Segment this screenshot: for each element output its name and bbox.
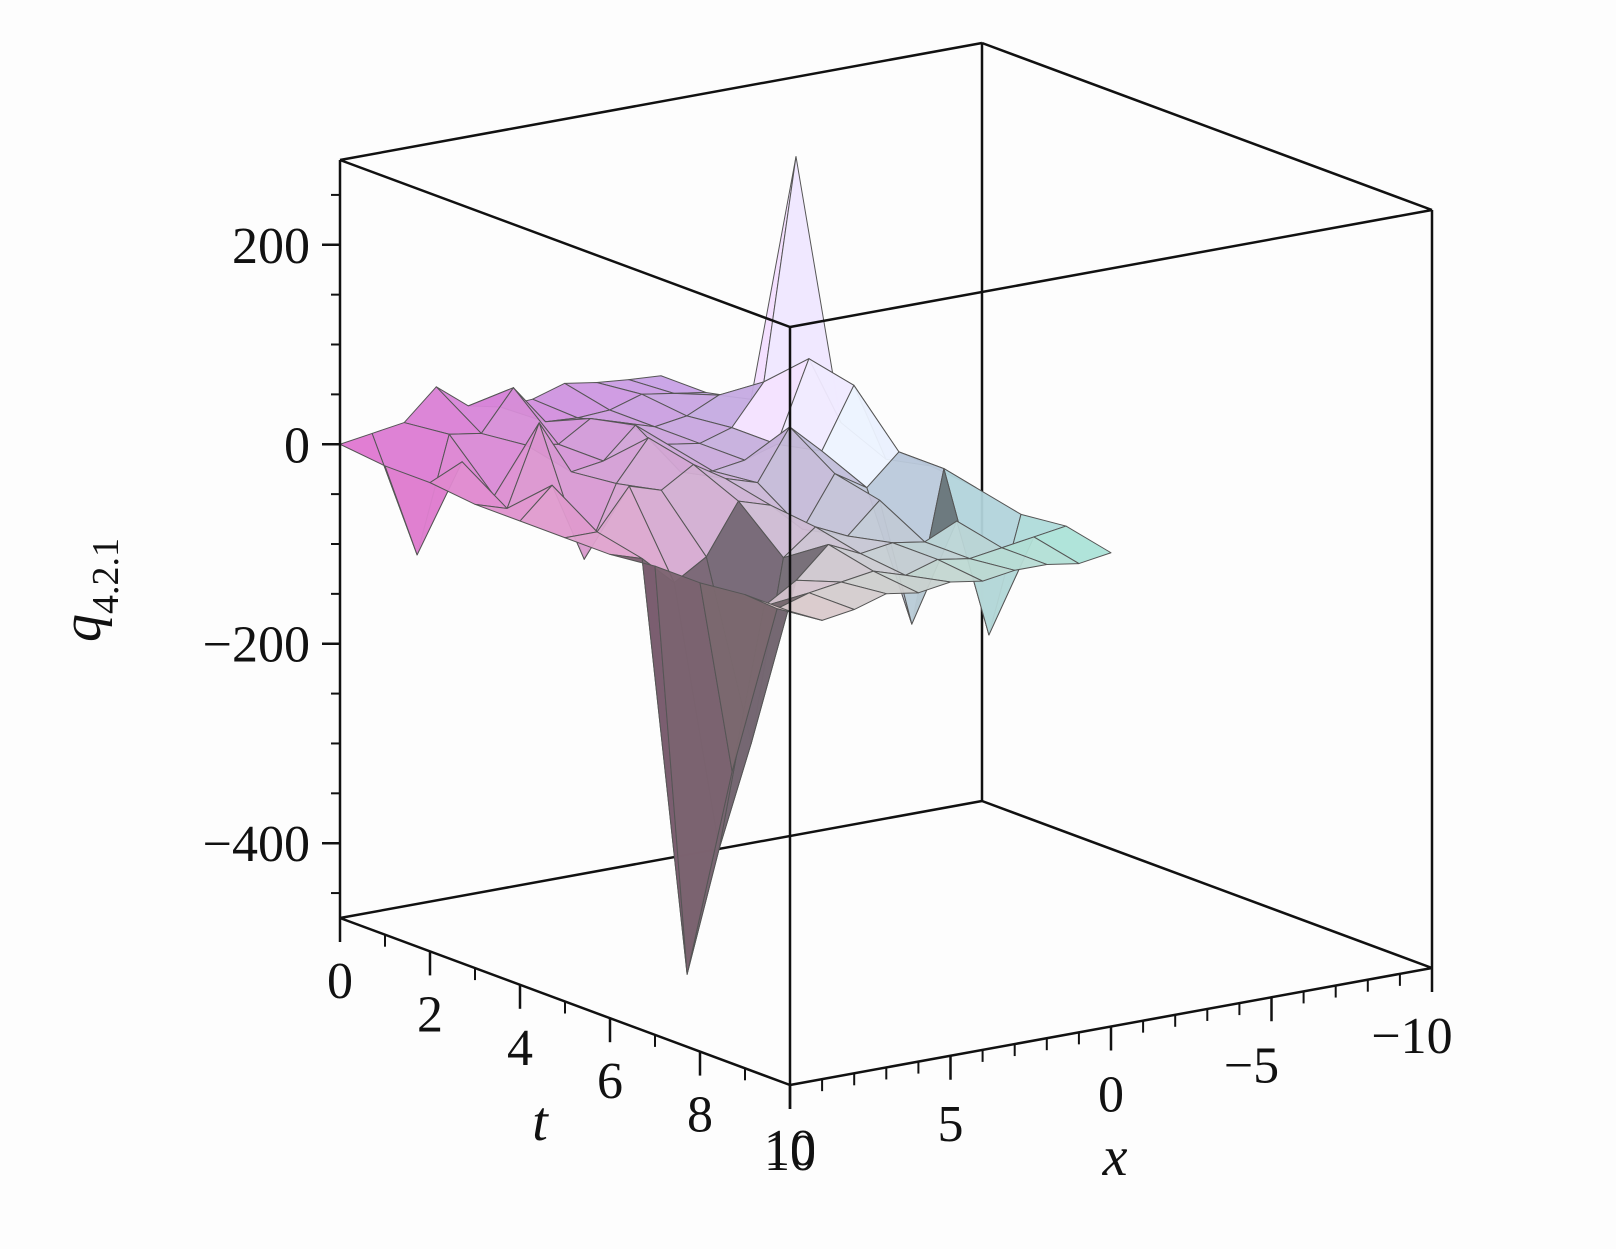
t-tick-label: 4 [507,1020,533,1077]
box-edge [339,799,983,920]
x-tick-label: 10 [764,1125,816,1182]
z-axis-label-sub: 4.2.1 [85,538,127,614]
z-tick-label: −200 [203,617,310,674]
surface [339,156,1112,975]
z-tick-label: −400 [203,816,310,873]
box-front [322,41,1434,1109]
x-axis-label: x [1102,1126,1128,1188]
z-tick-label: 0 [284,417,310,474]
t-tick-label: 8 [687,1087,713,1144]
box-edge [981,41,1433,212]
t-tick-label: 0 [327,953,353,1010]
x-tick-label: 5 [938,1096,964,1153]
x-tick-label: −10 [1371,1008,1452,1065]
box-edge [339,158,791,329]
z-axis-label-main: q [51,614,113,642]
box-edge [981,799,1433,970]
box-back [339,43,1433,970]
z-axis-label: q4.2.1 [51,538,127,642]
t-tick-label: 6 [597,1053,623,1110]
t-axis-label: t [532,1091,549,1153]
t-tick-label: 2 [417,986,443,1043]
z-tick-label: 200 [232,218,310,275]
x-tick-label: −5 [1224,1037,1279,1094]
x-tick-label: 0 [1098,1067,1124,1124]
box-edge [789,208,1433,329]
t-tick-label: 10 [764,1120,816,1177]
box-edge [339,41,983,162]
